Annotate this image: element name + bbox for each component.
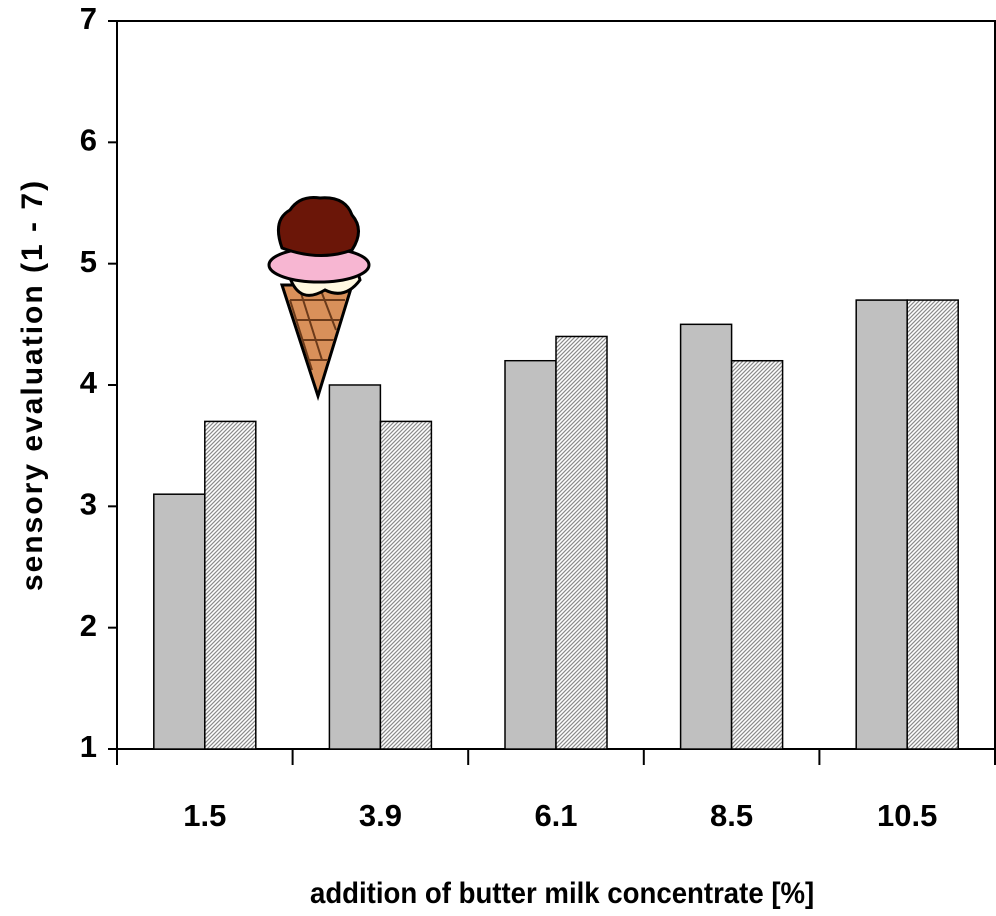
bar: [907, 300, 958, 749]
x-tick-label: 1.5: [183, 798, 226, 833]
x-tick-label: 10.5: [877, 798, 937, 833]
y-tick-label: 6: [80, 123, 97, 158]
bar: [205, 421, 256, 749]
bar: [154, 494, 205, 749]
x-tick-label: 8.5: [710, 798, 753, 833]
y-tick-label: 2: [80, 608, 97, 643]
bar: [732, 361, 783, 749]
page: addition of butter milk concentrate [%] …: [0, 0, 996, 916]
bar: [380, 421, 431, 749]
bar: [681, 324, 732, 749]
bar: [556, 336, 607, 749]
y-axis-label: sensory evaluation (1 - 7): [16, 179, 49, 591]
y-tick-label: 3: [80, 487, 97, 522]
x-axis-label: addition of butter milk concentrate [%]: [310, 877, 814, 910]
y-tick-label: 1: [80, 729, 97, 764]
y-tick-label: 4: [80, 365, 98, 400]
chart: addition of butter milk concentrate [%] …: [0, 0, 996, 916]
bar: [329, 385, 380, 749]
ice-cream-cone: [269, 198, 369, 397]
x-tick-label: 6.1: [534, 798, 577, 833]
x-tick-label: 3.9: [359, 798, 402, 833]
bar: [856, 300, 907, 749]
y-tick-label: 7: [80, 1, 97, 36]
bar: [505, 361, 556, 749]
y-tick-label: 5: [80, 244, 97, 279]
